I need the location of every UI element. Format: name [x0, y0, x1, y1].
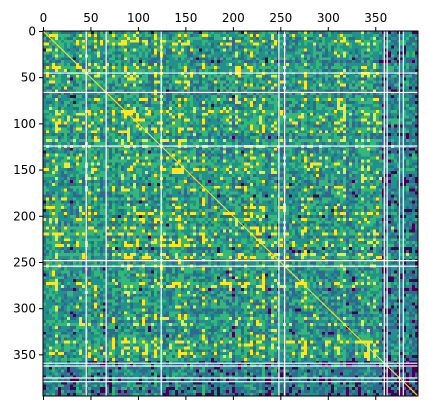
- y-tick-label: 0: [28, 24, 36, 38]
- x-tick-label: 150: [174, 11, 197, 25]
- x-axis-ticks: 0 50 100 150 200 250 300 350: [40, 11, 387, 400]
- y-tick-label: 100: [13, 117, 36, 131]
- x-tick-label: 0: [40, 11, 48, 25]
- plot-frame: [42, 30, 419, 397]
- y-tick-label: 300: [13, 302, 36, 316]
- x-tick-label: 300: [317, 11, 340, 25]
- y-tick-label: 50: [21, 71, 36, 85]
- y-tick-label: 250: [13, 255, 36, 269]
- y-axis-ticks: 0 50 100 150 200 250 300 350: [13, 24, 43, 362]
- diagonal-highlight: [42, 30, 419, 397]
- y-tick-label: 150: [13, 163, 36, 177]
- x-tick-label: 200: [222, 11, 245, 25]
- x-tick-label: 250: [269, 11, 292, 25]
- blank-lines: [43, 31, 418, 396]
- diagonal-line: [42, 30, 419, 397]
- x-tick-label: 50: [83, 11, 98, 25]
- x-tick-label: 350: [364, 11, 387, 25]
- y-tick-label: 200: [13, 209, 36, 223]
- x-tick-label: 100: [127, 11, 150, 25]
- y-tick-label: 350: [13, 348, 36, 362]
